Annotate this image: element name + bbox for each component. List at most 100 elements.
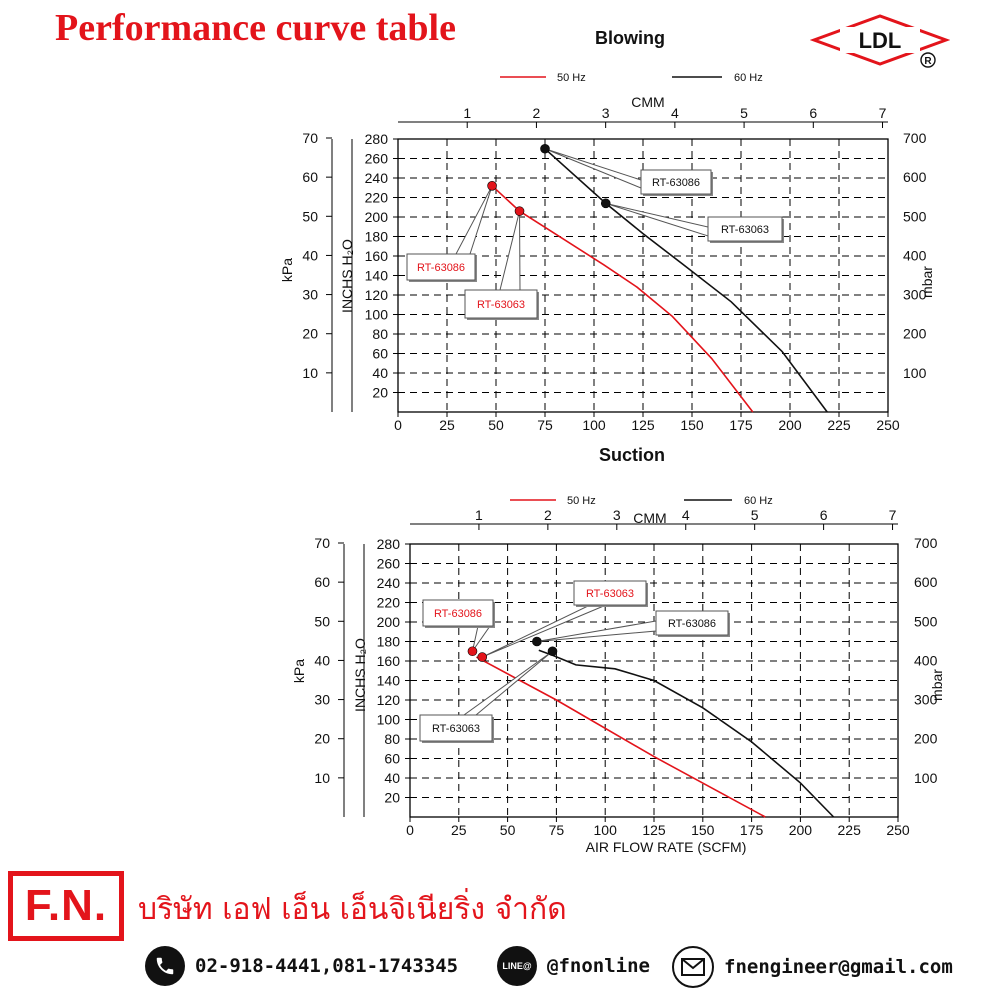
x-tick-label: 50 — [500, 822, 516, 838]
inch-tick-label: 20 — [384, 790, 400, 806]
inch-tick-label: 180 — [377, 634, 401, 650]
callout-label-0: RT-63086 — [652, 177, 700, 189]
callout-box-0 — [640, 169, 712, 195]
mbar-tick-label: 500 — [914, 613, 938, 629]
mbar-tick-label: 200 — [914, 731, 938, 747]
mbar-axis-label: mbar — [929, 669, 945, 701]
mbar-tick-label: 600 — [903, 169, 927, 185]
inch-tick-label: 280 — [377, 536, 401, 552]
x-tick-label: 0 — [394, 417, 402, 433]
inch-tick-label: 40 — [372, 365, 388, 381]
inch-tick-label: 200 — [365, 209, 389, 225]
mail-icon — [672, 946, 714, 988]
cmm-tick-label: 6 — [820, 507, 828, 523]
kpa-tick-label: 10 — [302, 365, 318, 381]
callout-box-2 — [655, 610, 729, 636]
series-line-60hz — [538, 649, 835, 818]
marker-point-0 — [540, 143, 550, 154]
x-tick-label: 225 — [827, 417, 851, 433]
x-axis-label: AIR FLOW RATE (SCFM) — [586, 839, 747, 855]
logo-text: LDL — [859, 28, 902, 53]
footer: F.N. บริษัท เอฟ เอ็น เอ็นจิเนียริ่ง จำกั… — [0, 866, 1000, 1000]
line-contact[interactable]: LINE@ @fnonline — [497, 946, 650, 986]
kpa-axis-label: kPa — [279, 258, 295, 282]
inch-tick-label: 160 — [365, 248, 389, 264]
kpa-tick-label: 70 — [314, 535, 330, 551]
mbar-tick-label: 500 — [903, 208, 927, 224]
inch-tick-label: 140 — [377, 673, 401, 689]
phone-icon — [145, 946, 185, 986]
cmm-tick-label: 1 — [463, 105, 471, 121]
inch-tick-label: 180 — [365, 229, 389, 245]
inch-tick-label: 220 — [365, 190, 389, 206]
callout-pointer-2 — [455, 185, 493, 255]
marker-point-1 — [600, 198, 611, 209]
chart-title: Suction — [599, 445, 665, 465]
x-tick-label: 250 — [886, 822, 910, 838]
callout-label-1: RT-63063 — [586, 588, 634, 600]
callout-label-2: RT-63086 — [668, 618, 716, 630]
x-tick-label: 250 — [876, 417, 900, 433]
callout-box-3 — [464, 289, 538, 319]
inch-tick-label: 20 — [372, 385, 388, 401]
x-tick-label: 150 — [680, 417, 704, 433]
x-tick-label: 50 — [488, 417, 504, 433]
marker-point-1 — [477, 652, 488, 662]
marker-point-0 — [467, 646, 478, 657]
ldl-logo: LDL R — [810, 14, 950, 68]
inch-tick-label: 260 — [377, 556, 401, 572]
marker-point-3 — [547, 646, 558, 657]
mbar-tick-label: 300 — [914, 692, 938, 708]
marker-point-2 — [487, 181, 497, 191]
callout-pointer-0 — [544, 148, 642, 189]
x-tick-label: 125 — [631, 417, 655, 433]
x-tick-label: 225 — [838, 822, 862, 838]
callout-label-1: RT-63063 — [721, 224, 769, 236]
kpa-tick-label: 60 — [302, 169, 318, 185]
inch-tick-label: 260 — [365, 151, 389, 167]
kpa-tick-label: 40 — [314, 652, 330, 668]
marker-point-2 — [532, 636, 542, 647]
cmm-tick-label: 2 — [544, 507, 552, 523]
callout-label-3: RT-63063 — [432, 723, 480, 735]
x-tick-label: 25 — [439, 417, 455, 433]
x-tick-label: 175 — [740, 822, 764, 838]
cmm-tick-label: 2 — [533, 105, 541, 121]
kpa-axis-label: kPa — [291, 659, 307, 683]
cmm-tick-label: 3 — [613, 507, 621, 523]
callout-box-3 — [419, 714, 493, 742]
inch-tick-label: 80 — [372, 326, 388, 342]
callout-box-2 — [406, 253, 476, 281]
x-tick-label: 75 — [549, 822, 565, 838]
phone-contact[interactable]: 02-918-4441,081-1743345 — [145, 946, 458, 986]
mbar-tick-label: 200 — [903, 326, 927, 342]
mbar-axis-label: mbar — [919, 266, 935, 298]
x-tick-label: 0 — [406, 822, 414, 838]
inch-axis-label: INCHS H₂O — [339, 239, 355, 313]
callout-label-0: RT-63086 — [434, 608, 482, 620]
kpa-tick-label: 60 — [314, 574, 330, 590]
kpa-tick-label: 20 — [314, 731, 330, 747]
x-tick-label: 200 — [789, 822, 813, 838]
x-tick-label: 75 — [537, 417, 553, 433]
mbar-tick-label: 700 — [914, 535, 938, 551]
mbar-tick-label: 100 — [914, 770, 938, 786]
callout-pointer-1 — [482, 604, 607, 658]
inch-tick-label: 100 — [377, 712, 401, 728]
series-line-50hz — [476, 656, 766, 818]
page-title: Performance curve table — [55, 7, 456, 49]
inch-tick-label: 40 — [384, 770, 400, 786]
email-contact[interactable]: fnengineer@gmail.com — [672, 946, 953, 988]
inch-tick-label: 60 — [384, 751, 400, 767]
kpa-tick-label: 30 — [302, 287, 318, 303]
inch-tick-label: 120 — [377, 692, 401, 708]
callout-box-1 — [573, 580, 647, 606]
x-tick-label: 200 — [778, 417, 802, 433]
callout-box-0 — [422, 599, 494, 627]
cmm-tick-label: 4 — [682, 507, 690, 523]
inch-axis-label: INCHS H₂O — [352, 638, 368, 712]
callout-label-2: RT-63086 — [417, 262, 465, 274]
chart-title: Blowing — [595, 28, 665, 48]
kpa-tick-label: 70 — [302, 130, 318, 146]
company-name: บริษัท เอฟ เอ็น เอ็นจิเนียริ่ง จำกัด — [138, 892, 567, 927]
